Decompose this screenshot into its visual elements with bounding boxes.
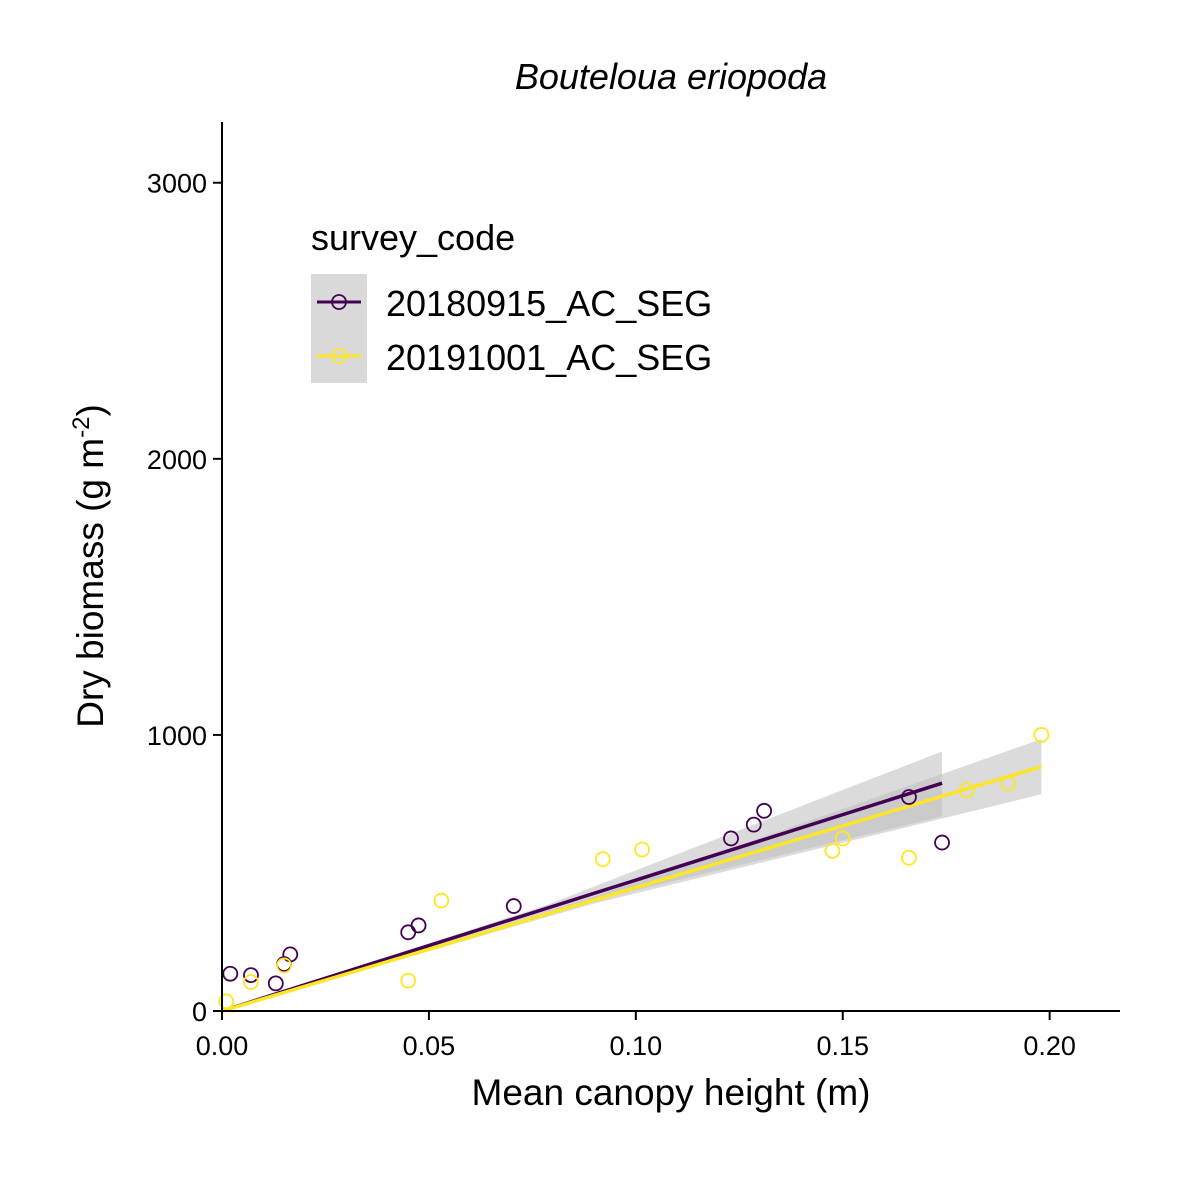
- y-tick-label: 3000: [147, 169, 207, 199]
- confidence-band-0: [222, 751, 943, 1011]
- data-point-0: [222, 965, 239, 982]
- data-point-0: [723, 830, 739, 847]
- data-point-1: [834, 830, 851, 847]
- y-tick-label: 0: [192, 997, 207, 1027]
- data-point-1: [243, 974, 259, 990]
- y-tick-label: 1000: [147, 721, 207, 751]
- fit-lines: [221, 764, 1042, 1013]
- legend-label-20180915: 20180915_AC_SEG: [386, 283, 712, 324]
- data-point-1: [594, 851, 611, 868]
- data-point-1: [1000, 775, 1017, 792]
- data-point-0: [267, 975, 284, 992]
- fit-line-1: [221, 764, 1042, 1013]
- data-point-1: [218, 993, 235, 1010]
- x-tick-label: 0.10: [610, 1031, 663, 1061]
- data-point-0: [745, 816, 762, 833]
- data-point-0: [934, 834, 950, 851]
- legend-title: survey_code: [311, 217, 515, 258]
- x-tick-label: 0.00: [196, 1031, 249, 1061]
- data-point-0: [243, 967, 259, 984]
- x-tick-label: 0.15: [816, 1031, 869, 1061]
- data-point-1: [901, 849, 917, 866]
- data-point-1: [824, 842, 841, 859]
- data-point-0: [400, 924, 417, 941]
- y-axis-title-close: ): [70, 404, 111, 416]
- data-point-1: [1033, 727, 1050, 743]
- data-point-1: [634, 841, 650, 858]
- y-axis-title-superscript: -2: [68, 417, 95, 438]
- data-point-0: [410, 917, 427, 934]
- fit-line-0: [221, 781, 943, 1013]
- data-point-0: [756, 802, 773, 819]
- legend-key-background: [311, 274, 367, 383]
- chart-title: Bouteloua eriopoda: [515, 56, 827, 97]
- data-point-1: [433, 892, 450, 909]
- data-points: [218, 727, 1050, 1010]
- data-point-1: [958, 782, 975, 799]
- x-tick-label: 0.20: [1023, 1031, 1076, 1061]
- legend: survey_code 20180915_AC_SEG 20191001_AC_…: [311, 217, 712, 383]
- legend-key-marker-20180915: [331, 294, 347, 310]
- y-axis-title: Dry biomass (g m-2): [68, 404, 111, 728]
- y-axis-title-main: Dry biomass (g m: [70, 438, 111, 728]
- x-axis-title: Mean canopy height (m): [472, 1072, 871, 1113]
- x-axis-ticks: 0.00 0.05 0.10 0.15 0.20: [196, 1011, 1076, 1061]
- x-tick-label: 0.05: [403, 1031, 456, 1061]
- data-point-1: [400, 972, 417, 989]
- legend-key-marker-20191001: [331, 348, 347, 364]
- y-tick-label: 2000: [147, 445, 207, 475]
- data-point-1: [276, 957, 292, 974]
- y-axis-ticks: 0 1000 2000 3000: [147, 169, 222, 1027]
- legend-label-20191001: 20191001_AC_SEG: [386, 337, 712, 378]
- data-point-0: [901, 789, 917, 805]
- confidence-bands: [222, 739, 1042, 1011]
- data-point-0: [505, 898, 522, 914]
